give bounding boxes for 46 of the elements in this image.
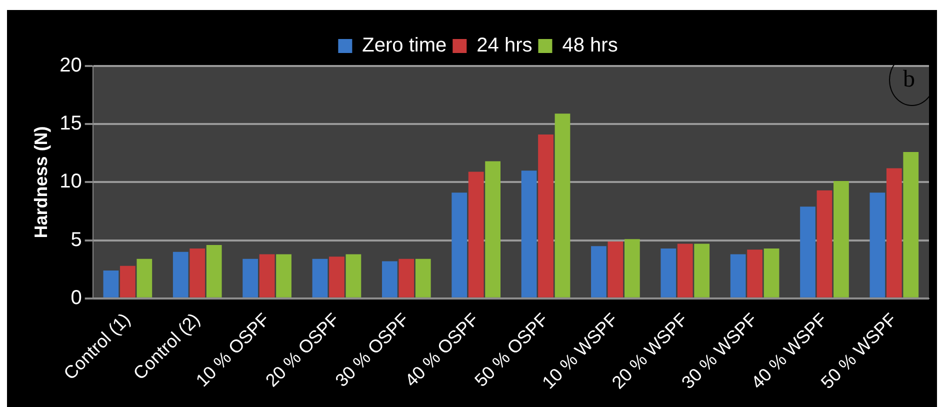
annotation: b xyxy=(903,66,915,92)
bar xyxy=(242,258,258,298)
bar xyxy=(452,192,468,298)
bar xyxy=(206,244,222,298)
bar xyxy=(730,254,746,298)
bar xyxy=(259,254,275,298)
bar xyxy=(554,114,570,298)
bar xyxy=(329,256,344,298)
bar xyxy=(886,168,902,298)
bar xyxy=(172,252,188,298)
y-tick-label: 5 xyxy=(70,228,82,251)
bar xyxy=(468,172,484,298)
bar xyxy=(624,239,640,298)
bar xyxy=(190,248,206,298)
bar xyxy=(834,181,849,298)
bar xyxy=(764,248,780,298)
bar xyxy=(398,258,414,298)
bar xyxy=(677,244,693,298)
bar xyxy=(591,246,606,298)
bar xyxy=(276,254,292,298)
y-tick-label: 10 xyxy=(60,170,82,193)
bar xyxy=(120,266,136,298)
bar xyxy=(312,258,328,298)
bar xyxy=(800,206,816,298)
y-tick-label: 15 xyxy=(60,112,82,135)
bar xyxy=(136,258,152,298)
bar xyxy=(103,270,119,298)
legend-label: Zero time xyxy=(362,34,447,57)
bar xyxy=(521,170,537,298)
bar xyxy=(415,258,431,298)
bar xyxy=(903,152,919,298)
bar xyxy=(608,241,624,298)
y-axis-title: Hardness (N) xyxy=(30,126,51,238)
bar xyxy=(870,192,886,298)
bar xyxy=(694,244,710,298)
y-tick-label: 20 xyxy=(60,54,82,77)
bar xyxy=(747,250,762,298)
bar xyxy=(538,134,554,298)
bar xyxy=(816,190,832,298)
y-tick-label: 0 xyxy=(70,286,82,309)
bar xyxy=(346,254,362,298)
bar xyxy=(485,161,500,298)
legend-label: 24 hrs xyxy=(476,34,532,57)
legend-label: 48 hrs xyxy=(562,34,618,57)
bar xyxy=(382,261,398,298)
bar xyxy=(660,248,676,298)
